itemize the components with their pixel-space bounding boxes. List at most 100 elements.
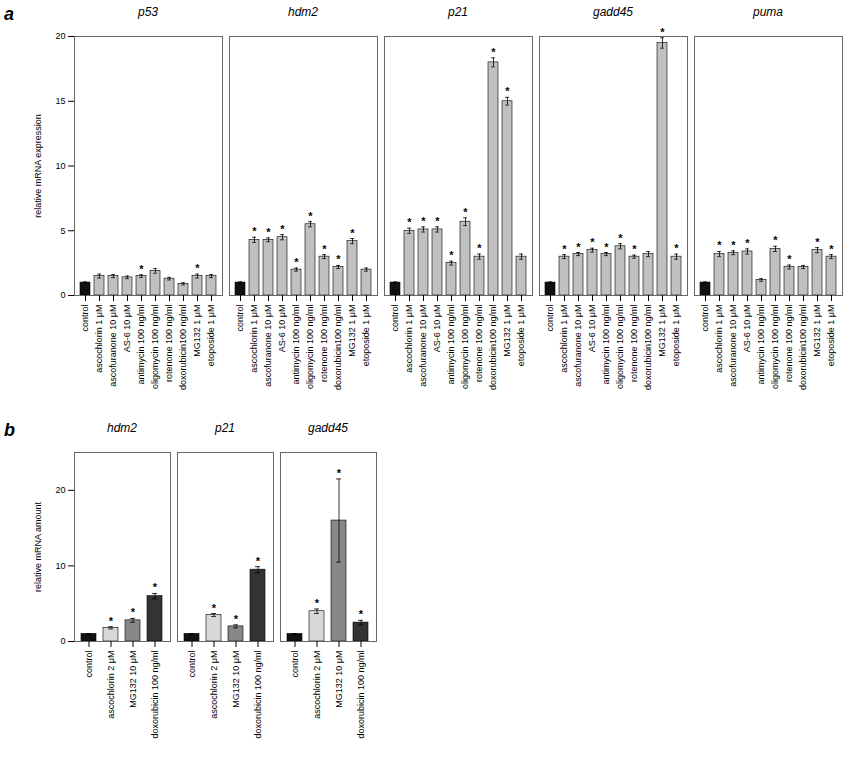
svg-text:*: * (463, 206, 468, 218)
svg-text:*: * (674, 242, 679, 254)
svg-text:*: * (632, 243, 637, 255)
svg-text:MG132 1 μM: MG132 1 μM (192, 305, 202, 357)
svg-text:*: * (773, 234, 778, 246)
svg-text:*: * (308, 210, 313, 222)
svg-text:0: 0 (60, 636, 65, 646)
svg-text:ascochlorin 2 μM: ascochlorin 2 μM (106, 651, 116, 719)
svg-text:ascochlorin 1 μM: ascochlorin 1 μM (94, 305, 104, 373)
svg-text:*: * (618, 232, 623, 244)
svg-text:control: control (290, 651, 300, 678)
svg-text:*: * (315, 597, 320, 609)
svg-text:ascofuranone 10 μM: ascofuranone 10 μM (728, 305, 738, 387)
svg-text:rotenone 100 ng/ml: rotenone 100 ng/ml (164, 305, 174, 383)
svg-text:antimycin 100 ng/ml: antimycin 100 ng/ml (601, 305, 611, 385)
svg-text:etoposide 1 μM: etoposide 1 μM (671, 305, 681, 367)
svg-text:oligomycin 100 ng/ml: oligomycin 100 ng/ml (615, 305, 625, 390)
svg-text:doxorubicin100 ng/ml: doxorubicin100 ng/ml (798, 305, 808, 391)
svg-text:*: * (322, 243, 327, 255)
svg-text:ascofuranone 10 μM: ascofuranone 10 μM (573, 305, 583, 387)
svg-text:doxorubicin100 ng/ml: doxorubicin100 ng/ml (333, 305, 343, 391)
svg-text:5: 5 (60, 226, 65, 236)
svg-text:etoposide 1 μM: etoposide 1 μM (826, 305, 836, 367)
svg-text:MG132 1 μM: MG132 1 μM (347, 305, 357, 357)
svg-text:10: 10 (55, 561, 65, 571)
svg-text:ascofuranone 10 μM: ascofuranone 10 μM (418, 305, 428, 387)
svg-text:MG132 10 μM: MG132 10 μM (231, 651, 241, 708)
svg-text:*: * (787, 253, 792, 265)
svg-text:ascochlorin 1 μM: ascochlorin 1 μM (249, 305, 259, 373)
svg-text:*: * (350, 227, 355, 239)
svg-text:oligomycin 100 ng/ml: oligomycin 100 ng/ml (460, 305, 470, 390)
svg-text:*: * (195, 262, 200, 274)
svg-text:*: * (660, 26, 665, 38)
svg-text:*: * (266, 226, 271, 238)
svg-text:*: * (256, 555, 261, 567)
svg-text:antimycin 100 ng/ml: antimycin 100 ng/ml (756, 305, 766, 385)
svg-text:*: * (109, 615, 114, 627)
svg-text:ascochlorin 2 μM: ascochlorin 2 μM (312, 651, 322, 719)
svg-text:MG132 10 μM: MG132 10 μM (334, 651, 344, 708)
svg-text:etoposide 1 μM: etoposide 1 μM (361, 305, 371, 367)
svg-text:etoposide 1 μM: etoposide 1 μM (206, 305, 216, 367)
svg-text:relative mRNA amount: relative mRNA amount (33, 501, 43, 592)
svg-text:antimycin 100 ng/ml: antimycin 100 ng/ml (446, 305, 456, 385)
svg-text:doxorubicin 100 ng/ml: doxorubicin 100 ng/ml (356, 651, 366, 739)
svg-text:control: control (84, 651, 94, 678)
svg-text:*: * (815, 236, 820, 248)
svg-text:*: * (294, 256, 299, 268)
svg-text:rotenone 100 ng/ml: rotenone 100 ng/ml (629, 305, 639, 383)
svg-text:*: * (505, 85, 510, 97)
svg-text:*: * (477, 242, 482, 254)
svg-text:doxorubicin100 ng/ml: doxorubicin100 ng/ml (178, 305, 188, 391)
svg-text:AS-6 10 μM: AS-6 10 μM (122, 305, 132, 353)
svg-text:*: * (234, 613, 239, 625)
svg-text:*: * (336, 253, 341, 265)
svg-text:MG132 1 μM: MG132 1 μM (812, 305, 822, 357)
svg-text:*: * (731, 239, 736, 251)
svg-text:doxorubicin 100 ng/ml: doxorubicin 100 ng/ml (253, 651, 263, 739)
svg-text:*: * (153, 581, 158, 593)
svg-text:*: * (562, 243, 567, 255)
svg-text:MG132 1 μM: MG132 1 μM (502, 305, 512, 357)
svg-text:MG132 1 μM: MG132 1 μM (657, 305, 667, 357)
svg-text:AS-6 10 μM: AS-6 10 μM (432, 305, 442, 353)
svg-text:ascofuranone 10 μM: ascofuranone 10 μM (263, 305, 273, 387)
svg-text:rotenone 100 ng/ml: rotenone 100 ng/ml (784, 305, 794, 383)
svg-text:*: * (139, 263, 144, 275)
svg-text:*: * (421, 215, 426, 227)
svg-text:*: * (435, 215, 440, 227)
svg-text:rotenone 100 ng/ml: rotenone 100 ng/ml (474, 305, 484, 383)
svg-text:*: * (337, 467, 342, 479)
svg-text:AS-6 10 μM: AS-6 10 μM (277, 305, 287, 353)
svg-text:0: 0 (60, 290, 65, 300)
svg-text:rotenone 100 ng/ml: rotenone 100 ng/ml (319, 305, 329, 383)
svg-text:*: * (252, 225, 257, 237)
svg-text:20: 20 (55, 31, 65, 41)
svg-text:*: * (280, 223, 285, 235)
svg-text:*: * (131, 606, 136, 618)
svg-text:doxorubicin 100 ng/ml: doxorubicin 100 ng/ml (150, 651, 160, 739)
svg-text:20: 20 (55, 485, 65, 495)
svg-text:control: control (700, 305, 710, 332)
svg-text:doxorubicin100 ng/ml: doxorubicin100 ng/ml (488, 305, 498, 391)
svg-text:antimycin 100 ng/ml: antimycin 100 ng/ml (136, 305, 146, 385)
svg-text:ascochlorin 1 μM: ascochlorin 1 μM (559, 305, 569, 373)
svg-text:*: * (717, 239, 722, 251)
svg-text:antimycin 100 ng/ml: antimycin 100 ng/ml (291, 305, 301, 385)
svg-text:*: * (212, 602, 217, 614)
svg-text:oligomycin 100 ng/ml: oligomycin 100 ng/ml (305, 305, 315, 390)
svg-text:oligomycin 100 ng/ml: oligomycin 100 ng/ml (150, 305, 160, 390)
svg-text:control: control (390, 305, 400, 332)
svg-text:ascofuranone 10 μM: ascofuranone 10 μM (108, 305, 118, 387)
svg-text:*: * (359, 608, 364, 620)
svg-text:control: control (545, 305, 555, 332)
svg-text:AS-6 10 μM: AS-6 10 μM (587, 305, 597, 353)
svg-text:doxorubicin100 ng/ml: doxorubicin100 ng/ml (643, 305, 653, 391)
svg-text:*: * (576, 241, 581, 253)
svg-text:MG132 10 μM: MG132 10 μM (128, 651, 138, 708)
svg-text:*: * (407, 216, 412, 228)
svg-text:relative mRNA expression: relative mRNA expression (33, 114, 43, 218)
svg-text:oligomycin 100 ng/ml: oligomycin 100 ng/ml (770, 305, 780, 390)
svg-text:control: control (235, 305, 245, 332)
svg-text:10: 10 (55, 161, 65, 171)
